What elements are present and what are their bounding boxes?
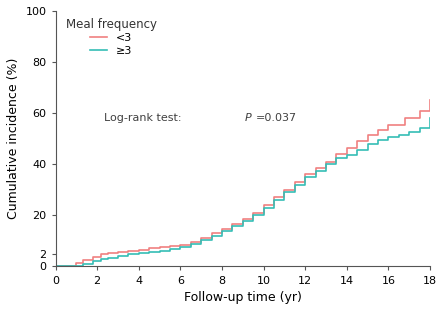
≥3 [313,169,318,173]
<3 [209,232,214,235]
X-axis label: Follow-up time (yr): Follow-up time (yr) [184,291,301,304]
≥3 [250,213,256,217]
<3 [386,123,391,127]
≥3 [230,224,235,228]
<3 [271,196,277,199]
<3 [240,217,246,220]
≥3 [334,156,339,160]
<3 [292,180,297,184]
≥3 [365,142,370,146]
≥3 [167,248,173,251]
Line: ≥3: ≥3 [56,118,430,267]
≥3 [427,116,432,120]
<3 [230,222,235,226]
Text: =0.037: =0.037 [256,113,297,123]
<3 [344,146,349,150]
<3 [219,227,225,231]
<3 [250,211,256,215]
≥3 [198,238,204,242]
≥3 [188,242,194,246]
<3 [417,109,422,113]
<3 [105,251,110,255]
<3 [198,236,204,239]
<3 [53,265,58,268]
Text: Log-rank test:: Log-rank test: [104,113,185,123]
≥3 [136,251,141,254]
≥3 [375,138,381,142]
≥3 [261,206,266,210]
≥3 [178,245,183,249]
<3 [281,188,287,192]
<3 [178,243,183,247]
≥3 [281,191,287,194]
<3 [80,258,85,262]
≥3 [126,252,131,256]
<3 [126,249,131,253]
≥3 [105,256,110,259]
Line: <3: <3 [56,100,430,267]
Text: P: P [245,113,251,123]
<3 [375,128,381,132]
<3 [90,255,95,259]
<3 [302,173,308,176]
≥3 [292,183,297,187]
<3 [427,99,432,102]
≥3 [90,259,95,263]
≥3 [396,133,401,137]
<3 [115,250,121,254]
≥3 [271,198,277,202]
≥3 [407,130,412,134]
<3 [261,203,266,207]
≥3 [53,265,58,268]
≥3 [354,148,360,152]
≥3 [417,127,422,130]
≥3 [219,230,225,233]
≥3 [386,136,391,139]
≥3 [209,234,214,238]
<3 [354,139,360,143]
≥3 [323,162,329,166]
<3 [74,261,79,264]
≥3 [344,153,349,157]
Y-axis label: Cumulative incidence (%): Cumulative incidence (%) [7,58,20,219]
≥3 [157,248,162,252]
≥3 [302,175,308,179]
≥3 [74,265,79,268]
<3 [157,245,162,249]
<3 [323,160,329,164]
<3 [167,244,173,248]
<3 [334,152,339,156]
<3 [313,166,318,170]
Legend: <3, ≥3: <3, ≥3 [62,13,161,61]
<3 [365,133,370,137]
<3 [188,240,194,244]
<3 [402,116,408,120]
≥3 [80,262,85,266]
<3 [147,247,152,250]
≥3 [240,219,246,223]
≥3 [147,250,152,253]
≥3 [115,254,121,258]
<3 [136,248,141,252]
≥3 [99,258,104,261]
<3 [99,253,104,256]
